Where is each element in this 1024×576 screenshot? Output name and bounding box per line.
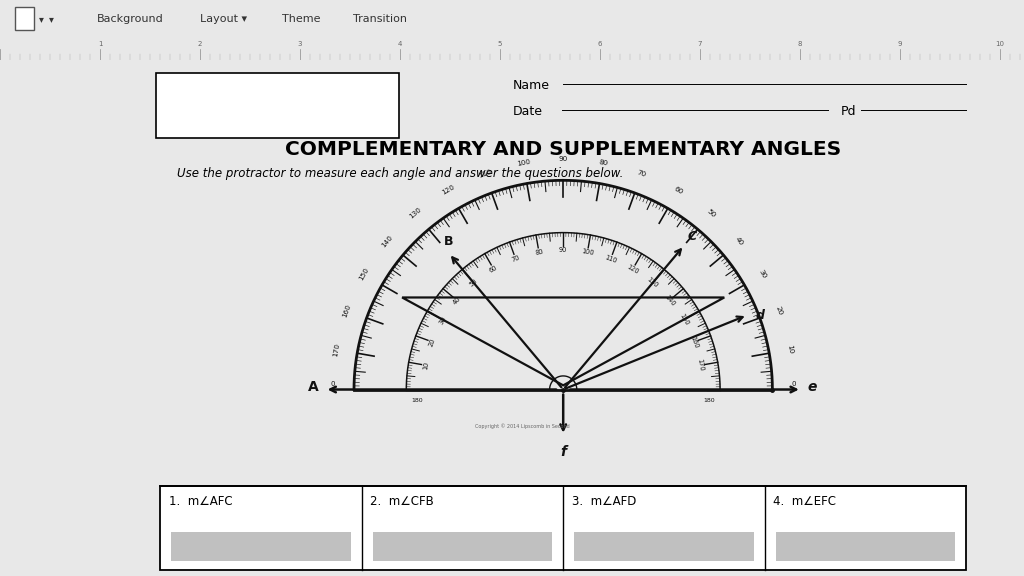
Text: 4.  m∠EFC: 4. m∠EFC xyxy=(773,495,837,508)
Text: 20: 20 xyxy=(775,305,783,316)
FancyBboxPatch shape xyxy=(160,486,967,570)
Text: Homework 1: Homework 1 xyxy=(173,109,247,123)
Text: Name: Name xyxy=(513,78,550,92)
Text: 140: 140 xyxy=(380,234,393,249)
FancyBboxPatch shape xyxy=(171,532,351,560)
Text: 2.  m∠CFB: 2. m∠CFB xyxy=(370,495,434,508)
Text: 30: 30 xyxy=(438,315,447,325)
Text: 150: 150 xyxy=(678,313,689,327)
Text: A: A xyxy=(307,380,318,395)
Text: 120: 120 xyxy=(440,184,456,196)
Text: 1.  m∠AFC: 1. m∠AFC xyxy=(169,495,232,508)
Text: 180: 180 xyxy=(703,398,716,403)
Text: B: B xyxy=(444,235,454,248)
FancyBboxPatch shape xyxy=(574,532,754,560)
Text: 40: 40 xyxy=(734,236,744,247)
Text: COMPLEMENTARY AND SUPPLEMENTARY ANGLES: COMPLEMENTARY AND SUPPLEMENTARY ANGLES xyxy=(285,141,842,160)
Text: 130: 130 xyxy=(408,206,423,220)
FancyBboxPatch shape xyxy=(775,532,955,560)
Text: 180: 180 xyxy=(411,398,423,403)
Text: 7: 7 xyxy=(697,41,702,47)
Text: f: f xyxy=(560,445,566,459)
Text: Background: Background xyxy=(97,14,164,24)
Text: 30: 30 xyxy=(758,269,767,280)
Text: 2: 2 xyxy=(198,41,202,47)
Text: d: d xyxy=(756,309,765,321)
Text: 140: 140 xyxy=(664,293,676,307)
Text: 160: 160 xyxy=(342,304,352,319)
FancyBboxPatch shape xyxy=(373,532,552,560)
Text: 110: 110 xyxy=(477,168,493,179)
Text: ▾: ▾ xyxy=(49,14,54,24)
Text: 10: 10 xyxy=(995,41,1005,47)
FancyBboxPatch shape xyxy=(156,73,399,138)
Text: 70: 70 xyxy=(511,255,520,263)
Text: 60: 60 xyxy=(673,185,684,195)
Text: 50: 50 xyxy=(706,208,717,218)
Text: 4: 4 xyxy=(397,41,402,47)
Text: 1: 1 xyxy=(97,41,102,47)
Text: e: e xyxy=(808,380,817,395)
Text: Copyright © 2014 Lipscomb in Second: Copyright © 2014 Lipscomb in Second xyxy=(475,423,570,429)
Text: 8: 8 xyxy=(798,41,802,47)
Text: 120: 120 xyxy=(626,263,640,275)
Text: 110: 110 xyxy=(604,254,617,264)
Text: 150: 150 xyxy=(357,267,370,282)
Text: 100: 100 xyxy=(581,248,594,256)
Text: Unit: Angles & Triangles: Unit: Angles & Triangles xyxy=(173,85,314,98)
Text: 130: 130 xyxy=(646,276,659,289)
Text: 0: 0 xyxy=(331,381,335,388)
Text: 3.  m∠AFD: 3. m∠AFD xyxy=(571,495,636,508)
Text: Pd: Pd xyxy=(841,105,856,118)
Text: 90: 90 xyxy=(558,157,568,162)
Text: 70: 70 xyxy=(637,169,647,177)
Text: 10: 10 xyxy=(786,344,794,355)
Text: 6: 6 xyxy=(598,41,602,47)
Text: 160: 160 xyxy=(689,335,699,349)
Text: Transition: Transition xyxy=(353,14,408,24)
Text: 5: 5 xyxy=(498,41,502,47)
Text: 170: 170 xyxy=(696,359,705,372)
Text: 50: 50 xyxy=(469,278,479,288)
Text: Date: Date xyxy=(513,105,543,118)
Text: 9: 9 xyxy=(898,41,902,47)
Text: 80: 80 xyxy=(535,249,544,256)
Text: Theme: Theme xyxy=(282,14,321,24)
Text: 0: 0 xyxy=(792,381,796,388)
Text: 40: 40 xyxy=(452,295,462,305)
Text: 60: 60 xyxy=(488,264,499,274)
Text: 100: 100 xyxy=(516,159,530,167)
Text: 170: 170 xyxy=(333,342,341,357)
Text: Use the protractor to measure each angle and answer the questions below.: Use the protractor to measure each angle… xyxy=(177,167,624,180)
Text: 90: 90 xyxy=(559,248,567,253)
Text: 20: 20 xyxy=(428,337,437,347)
Text: 10: 10 xyxy=(423,361,430,370)
FancyBboxPatch shape xyxy=(15,7,34,30)
Text: Layout ▾: Layout ▾ xyxy=(200,14,247,24)
Text: ▾: ▾ xyxy=(39,14,44,24)
Text: 80: 80 xyxy=(598,159,608,166)
Text: 3: 3 xyxy=(298,41,302,47)
Text: C: C xyxy=(688,230,697,244)
